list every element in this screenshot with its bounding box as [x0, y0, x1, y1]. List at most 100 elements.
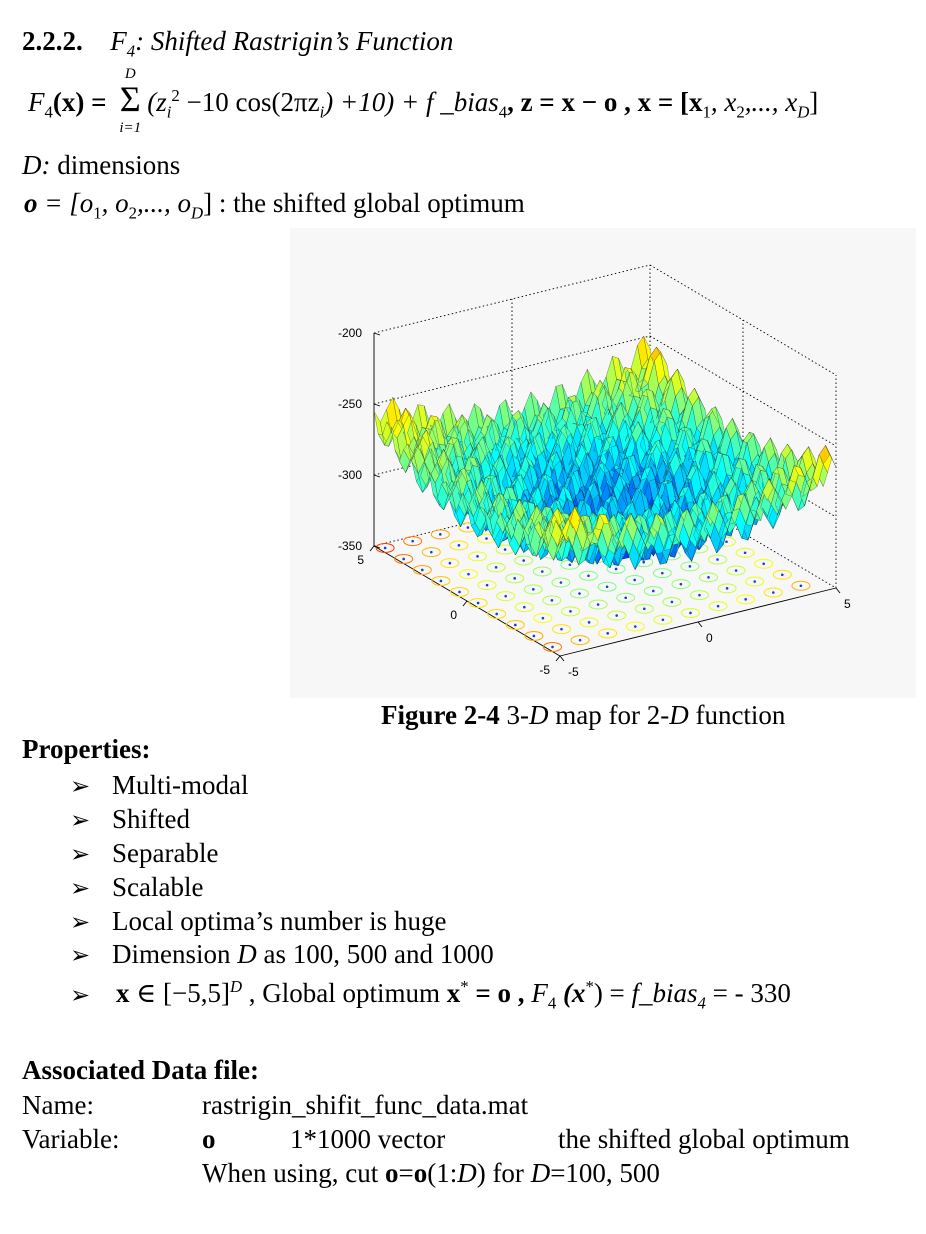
contour-ring — [717, 583, 737, 594]
contour-center — [799, 584, 803, 588]
contour-ring — [505, 573, 525, 584]
contour-center — [503, 548, 507, 551]
y-tick-mark — [697, 621, 703, 628]
section-heading: 2.2.2. F4: Shifted Rastrigin’s Function — [22, 26, 454, 61]
contour-ring — [570, 635, 590, 646]
contour-center — [448, 561, 452, 565]
section-title: F4: Shifted Rastrigin’s Function — [110, 26, 454, 61]
contour-ring — [477, 580, 497, 591]
contour-center — [467, 572, 470, 576]
contour-ring — [486, 562, 506, 573]
contour-ring — [449, 540, 469, 551]
z-tick-label: -250 — [338, 397, 362, 411]
contour-center — [421, 568, 424, 572]
dimensions-line: D: dimensions — [22, 150, 181, 180]
contour-ring — [597, 581, 617, 592]
z-tick-label: -300 — [338, 468, 362, 482]
contour-ring — [394, 553, 414, 564]
contour-center — [698, 593, 701, 597]
contour-ring — [570, 588, 589, 599]
contour-center — [495, 612, 498, 616]
property-item: Local optima’s number is huge — [112, 906, 447, 936]
y-tick-mark — [835, 587, 841, 594]
contour-center — [634, 625, 637, 628]
contour-ring — [543, 641, 562, 652]
contour-center — [430, 550, 433, 554]
surface-mesh — [373, 335, 837, 570]
contour-center — [402, 557, 405, 561]
contour-center — [716, 558, 719, 561]
sum-operator: D Σ i=1 — [113, 66, 147, 136]
arrow-bullet-icon: ➢ — [69, 876, 91, 902]
contour-center — [661, 571, 664, 575]
contour-center — [569, 610, 572, 613]
contour-ring — [561, 606, 580, 617]
x-tick-label: -5 — [539, 663, 550, 677]
contour-center — [688, 565, 692, 568]
contour-ring — [440, 558, 460, 569]
contour-ring — [735, 547, 755, 558]
contour-ring — [523, 584, 543, 595]
contour-center — [772, 591, 775, 594]
contour-center — [679, 582, 683, 586]
section-number: 2.2.2. — [22, 26, 83, 56]
contour-ring — [514, 602, 534, 613]
contour-center — [541, 616, 545, 620]
contour-ring — [662, 596, 682, 607]
contour-center — [560, 627, 563, 631]
contour-ring — [450, 586, 469, 597]
z-tick-label: -350 — [338, 539, 362, 553]
data-file-name-label: Name: — [22, 1090, 94, 1120]
z-tick-mark — [373, 545, 381, 549]
property-item: Multi-modal — [112, 770, 249, 800]
contour-ring — [430, 529, 450, 540]
contour-ring — [680, 561, 700, 572]
contour-center — [781, 573, 784, 577]
contour-center — [743, 551, 747, 555]
data-file-variable-label: Variable: — [22, 1124, 120, 1154]
contour-center — [439, 579, 443, 583]
arrow-bullet-icon: ➢ — [69, 983, 91, 1009]
grid-line — [649, 335, 837, 447]
data-file-variable-size: 1*1000 vector — [290, 1124, 446, 1154]
contour-center — [707, 576, 710, 579]
property-item: Separable — [112, 838, 219, 868]
z-tick-mark — [373, 474, 381, 478]
contour-center — [587, 574, 590, 578]
contour-center — [689, 611, 692, 615]
contour-ring — [533, 613, 553, 624]
contour-ring — [579, 570, 598, 581]
contour-center — [568, 563, 572, 567]
contour-ring — [652, 568, 672, 579]
data-file-heading: Associated Data file: — [22, 1055, 259, 1085]
contour-center — [606, 632, 609, 635]
contour-center — [541, 570, 544, 573]
contour-center — [725, 587, 729, 590]
contour-center — [652, 589, 655, 593]
contour-ring — [690, 590, 709, 601]
contour-ring — [643, 585, 663, 596]
box-top-edge — [373, 264, 651, 334]
contour-center — [523, 605, 526, 609]
contour-ring — [708, 554, 727, 565]
contour-center — [514, 623, 517, 627]
contour-ring — [699, 572, 718, 583]
z-tick-mark — [373, 403, 381, 407]
data-file-variable-name: o — [202, 1124, 216, 1154]
contour-ring — [542, 595, 562, 606]
contour-center — [476, 555, 479, 558]
contour-ring — [681, 607, 700, 618]
contour-center — [485, 537, 488, 540]
sum-upper: D — [124, 66, 136, 82]
data-file-usage-note: When using, cut o=o(1:D) for D=100, 500 — [202, 1158, 660, 1188]
contour-center — [494, 566, 498, 569]
contour-ring — [487, 608, 507, 619]
contour-center — [476, 601, 480, 605]
contour-ring — [532, 566, 552, 577]
function-formula: F4(x) = D Σ i=1 (zi2 −10 cos(2πzi) +10) … — [28, 66, 819, 136]
contour-ring — [598, 628, 618, 639]
contour-ring — [551, 577, 571, 588]
contour-ring — [671, 579, 691, 590]
contour-ring — [421, 547, 441, 558]
